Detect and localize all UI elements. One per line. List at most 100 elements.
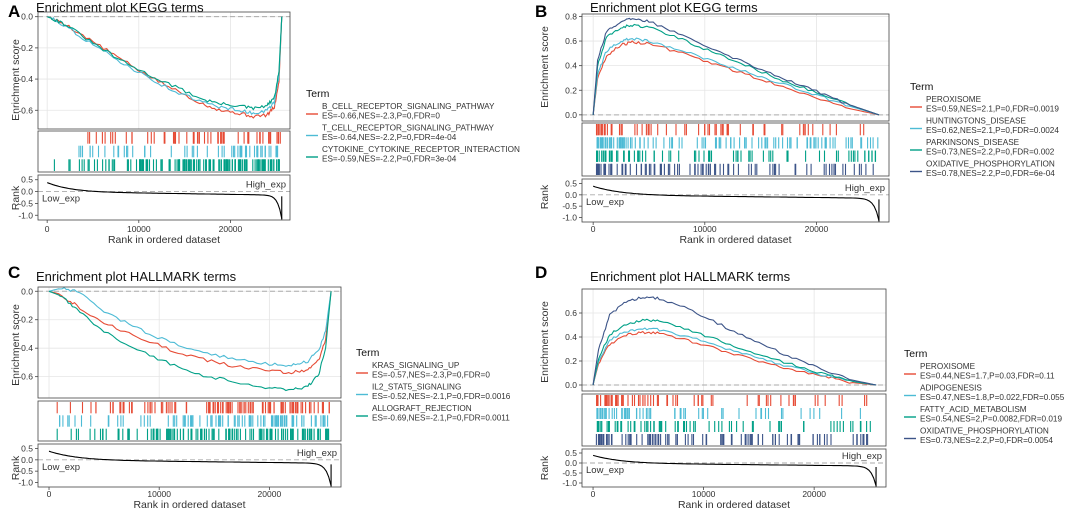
es-series-line <box>592 17 880 116</box>
rank-plot: Low_exp High_exp 0.50.0-0.5-1.0 Rank 0 10000 2… <box>539 448 887 511</box>
xlabel: Rank in ordered dataset <box>133 499 245 511</box>
rank-ytick-label: 0.0 <box>21 187 33 197</box>
rank-ylabel: Rank <box>10 185 22 210</box>
es-frame <box>581 13 890 122</box>
es-ytick-label: 0.0 <box>21 12 33 22</box>
es-series-line <box>48 290 332 375</box>
hits-plot <box>581 393 887 447</box>
es-series-line <box>592 318 877 386</box>
es-ytick-label: 0.6 <box>565 308 577 318</box>
panel-a: A Enrichment plot KEGG terms0.0-0.2-0.4-0… <box>8 0 520 246</box>
hits-plot <box>37 130 291 173</box>
high-exp-label: High_exp <box>246 180 286 191</box>
es-background <box>38 12 290 129</box>
xtick-label: 20000 <box>805 224 829 234</box>
es-ytick-label: -0.2 <box>18 315 33 325</box>
es-series-line <box>48 290 332 392</box>
panel-d: D Enrichment plot HALLMARK terms 0.0 0.2 0.4… <box>535 263 1065 511</box>
legend-term: FATTY_ACID_METABOLISM <box>920 405 1027 414</box>
panel-letter: A <box>8 2 20 21</box>
es-ytick-label: 0.0 <box>21 286 33 296</box>
es-ytick-label: 0.2 <box>565 85 577 95</box>
rank-ytick-label: -1.0 <box>18 210 33 220</box>
rank-frame <box>581 448 887 488</box>
rank-ytick-label: -1.0 <box>562 212 577 222</box>
chart-title: Enrichment plot KEGG terms <box>590 0 758 15</box>
low-exp-label: Low_exp <box>586 465 624 476</box>
legend-stats: ES=-0.59,NES=-2.2,P=0,FDR=3e-04 <box>322 155 457 164</box>
legend-title: Term <box>306 88 330 100</box>
legend-stats: ES=0.73,NES=2.2,P=0,FDR=0.002 <box>926 148 1055 157</box>
rank-ytick-label: 0.0 <box>21 455 33 465</box>
es-ytick-label: 0.2 <box>565 356 577 366</box>
legend-stats: ES=0.62,NES=2.1,P=0,FDR=0.0024 <box>926 126 1059 135</box>
es-background <box>582 289 886 391</box>
es-plot: 0.0 0.2 0.4 0.6 Enrichment score <box>539 288 887 392</box>
es-series-line <box>592 23 880 116</box>
panel-letter: B <box>535 2 547 21</box>
panel-b: B Enrichment plot KEGG terms0.00.20.40.60… <box>535 0 1059 246</box>
es-series-line <box>48 286 332 367</box>
es-ytick-label: 0.0 <box>565 110 577 120</box>
legend-term: PEROXISOME <box>926 95 982 104</box>
rank-ylabel: Rank <box>539 455 551 480</box>
xtick-label: 20000 <box>219 224 243 234</box>
legend-term: IL2_STAT5_SIGNALING <box>372 383 461 392</box>
es-ytick-label: 0.4 <box>565 61 577 71</box>
xtick-label: 10000 <box>692 489 716 499</box>
legend-term: HUNTINGTONS_DISEASE <box>926 117 1026 126</box>
es-background <box>582 14 889 121</box>
xtick-label: 0 <box>591 489 596 499</box>
legend: Term KRAS_SIGNALING_UPES=-0.57,NES=-2.3,P… <box>356 347 511 423</box>
panel-c: C Enrichment plot HALLMARK terms0.0-0.2-0… <box>8 263 511 511</box>
rank-frame <box>37 443 342 488</box>
rank-plot: Low_exp High_exp 0.50.0-0.5-1.0 Rank 0 10000 2… <box>539 178 890 246</box>
legend-stats: ES=0.54,NES=2,P=0.0082,FDR=0.019 <box>920 415 1062 424</box>
legend-title: Term <box>910 81 934 93</box>
legend-stats: ES=-0.66,NES=-2.3,P=0,FDR=0 <box>322 112 440 121</box>
rank-ytick-label: -0.5 <box>18 198 33 208</box>
xtick-label: 10000 <box>147 489 171 499</box>
hits-frame <box>581 393 887 447</box>
rank-ytick-label: -0.5 <box>562 468 577 478</box>
es-ytick-label: 0.8 <box>565 11 577 21</box>
panel-letter: C <box>8 263 20 282</box>
chart-title: Enrichment plot HALLMARK terms <box>36 269 237 284</box>
xtick-label: 10000 <box>127 224 151 234</box>
es-ytick-label: -0.4 <box>18 74 33 84</box>
hits-plot <box>37 400 342 442</box>
legend-term: OXIDATIVE_PHOSPHORYLATION <box>920 427 1049 436</box>
rank-frame <box>581 178 890 223</box>
legend-stats: ES=-0.52,NES=-2.1,P=0,FDR=0.0016 <box>372 392 511 401</box>
legend-term: T_CELL_RECEPTOR_SIGNALING_PATHWAY <box>322 124 495 133</box>
es-series-line <box>592 327 877 386</box>
es-background <box>38 287 341 398</box>
es-frame <box>37 11 291 130</box>
high-exp-label: High_exp <box>842 451 882 462</box>
xtick-label: 0 <box>47 489 52 499</box>
legend-stats: ES=0.44,NES=1.7,P=0.03,FDR=0.11 <box>920 372 1055 381</box>
es-plot: 0.0 0.2 0.4 0.6 0.8 Enrichment score <box>539 11 890 122</box>
legend: TermB_CELL_RECEPTOR_SIGNALING_PATHWAYES=… <box>306 88 520 164</box>
legend-title: Term <box>904 348 928 360</box>
rank-curve <box>47 182 283 219</box>
legend-title: Term <box>356 347 380 359</box>
legend-term: ADIPOGENESIS <box>920 384 982 393</box>
rank-curve <box>48 450 332 487</box>
high-exp-label: High_exp <box>845 183 885 194</box>
rank-curve <box>592 454 877 487</box>
xtick-label: 20000 <box>258 489 282 499</box>
legend: Term PEROXISOMEES=0.44,NES=1.7,P=0.03,FDR… <box>904 348 1065 445</box>
es-series-line <box>592 40 880 116</box>
rank-ylabel: Rank <box>10 455 22 480</box>
rank-ytick-label: 0.5 <box>21 175 33 185</box>
legend-term: CYTOKINE_CYTOKINE_RECEPTOR_INTERACTION <box>322 145 520 154</box>
legend: Term PEROXISOMEES=0.59,NES=2.1,P=0,FDR=0.… <box>910 81 1059 178</box>
es-ylabel: Enrichment score <box>10 39 22 121</box>
low-exp-label: Low_exp <box>42 194 80 205</box>
legend-stats: ES=0.47,NES=1.8,P=0.022,FDR=0.055 <box>920 393 1065 402</box>
hits-frame <box>581 122 890 177</box>
es-ytick-label: -0.6 <box>18 372 33 382</box>
